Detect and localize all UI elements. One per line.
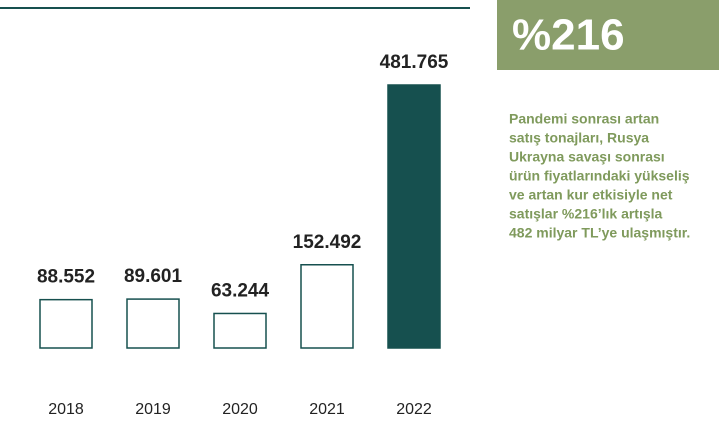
annotation-line: ve artan kur etkisiyle net — [509, 187, 673, 203]
highlight-text: %216 — [512, 11, 625, 60]
bar — [39, 298, 93, 349]
value-label: 63.244 — [211, 280, 270, 301]
annotation-line: Ukrayna savaşı sonrası — [509, 149, 665, 165]
value-label: 481.765 — [380, 52, 449, 73]
x-tick-label: 2020 — [222, 401, 258, 418]
annotation-line: 482 milyar TL’ye ulaşmıştır. — [509, 225, 690, 241]
annotation-line: satışlar %216’lık artışla — [509, 206, 663, 222]
x-tick-label: 2021 — [309, 401, 345, 418]
x-tick-label: 2019 — [135, 401, 171, 418]
annotation-line: satış tonajları, Rusya — [509, 130, 649, 146]
annotation-line: Pandemi sonrası artan — [509, 111, 659, 127]
annotation-line: ürün fiyatlarındaki yükseliş — [509, 168, 690, 184]
value-label: 89.601 — [124, 266, 183, 287]
bar — [300, 264, 354, 349]
bar — [213, 312, 267, 349]
x-tick-label: 2018 — [48, 401, 84, 418]
bar — [387, 84, 441, 349]
value-label: 152.492 — [293, 232, 362, 253]
x-tick-label: 2022 — [396, 401, 432, 418]
highlight-box — [497, 0, 719, 70]
bar — [126, 298, 180, 349]
value-label: 88.552 — [37, 267, 95, 288]
